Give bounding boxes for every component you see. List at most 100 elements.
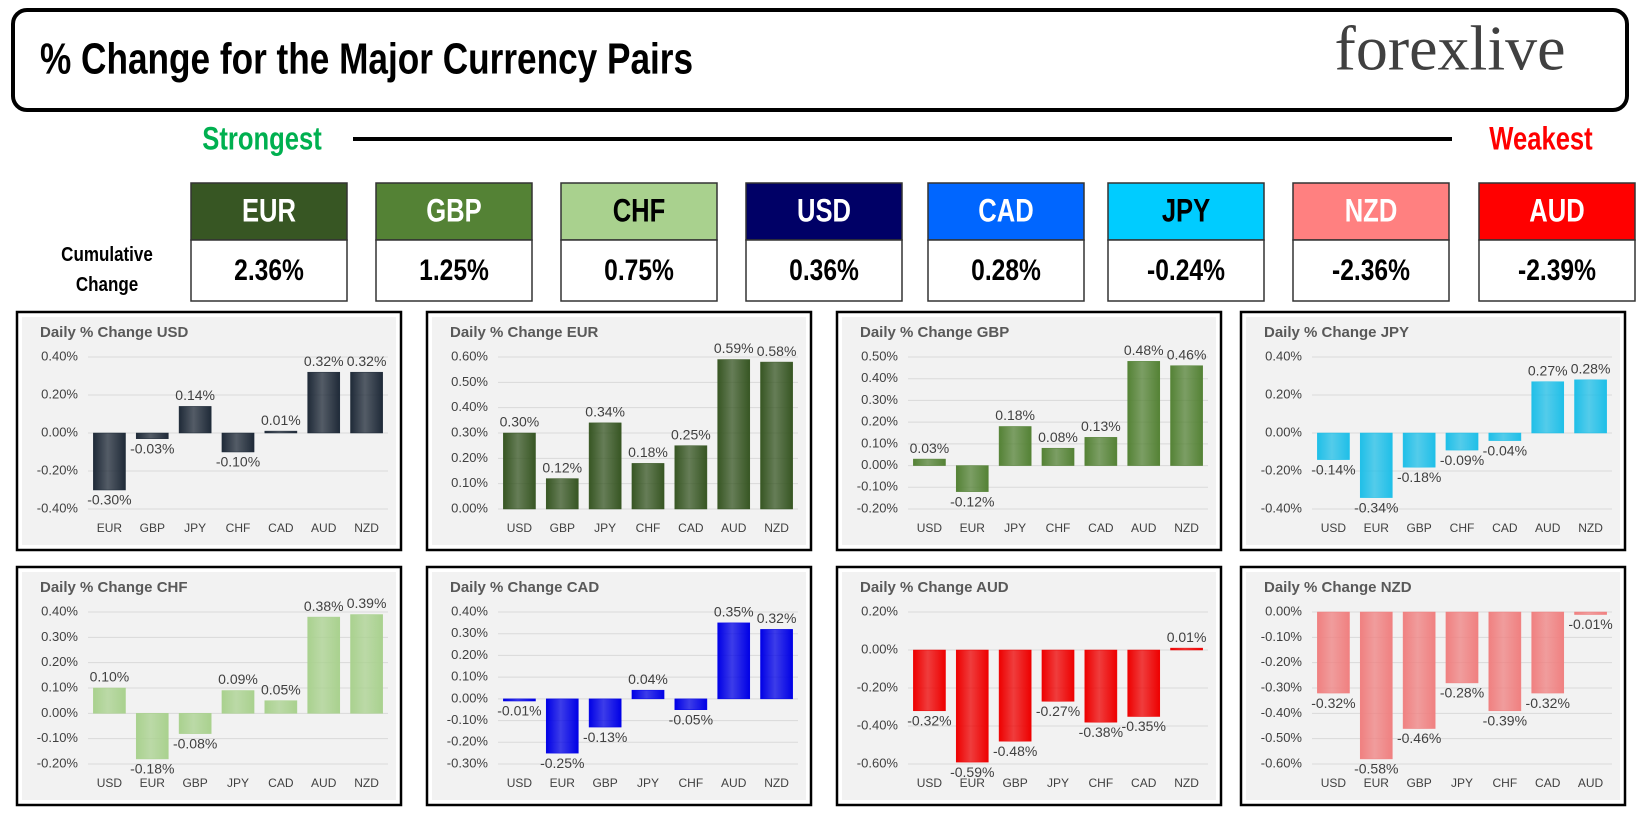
y-tick-label: 0.00% [861,641,898,656]
chart: Daily % Change JPY -0.40% -0.20% 0.00% 0.20%… [1239,310,1627,552]
bar [503,432,536,510]
y-tick-label: 0.20% [861,603,898,618]
x-tick-label: CAD [678,521,704,535]
x-tick-label: USD [507,776,533,790]
bar [674,698,708,710]
bar [1041,447,1075,466]
bar [1317,611,1350,694]
y-tick-label: -0.10% [447,712,489,727]
rank-header [745,182,903,241]
y-tick-label: -0.20% [447,734,489,749]
chart-title: Daily % Change AUD [860,579,1009,596]
y-tick-label: -0.50% [1261,730,1303,745]
data-label: -0.58% [1354,761,1398,777]
x-tick-label: GBP [1406,776,1431,790]
rank-body [1107,239,1265,302]
data-label: 0.27% [1528,362,1568,378]
bar [760,361,793,510]
data-label: 0.12% [542,459,582,475]
bar [631,689,665,700]
x-tick-label: AUD [721,521,747,535]
data-label: -0.27% [1036,703,1080,719]
chart: Daily % Change NZD -0.60% -0.50% -0.40% -0.3… [1239,565,1627,807]
data-label: -0.35% [1122,718,1166,734]
y-tick-label: -0.40% [857,717,899,732]
y-tick-label: -0.10% [857,479,899,494]
bar [674,445,708,510]
rank-box: CAD 0.28% [927,182,1085,302]
y-tick-label: 0.20% [1265,386,1302,401]
x-tick-label: CAD [1535,776,1561,790]
bar [307,371,341,434]
chart-title: Daily % Change CHF [40,579,188,596]
chart: Daily % Change CHF -0.20% -0.10% 0.00% 0.10%… [15,565,403,807]
y-tick-label: -0.40% [1261,705,1303,720]
y-tick-label: 0.50% [861,348,898,363]
y-tick-label: -0.40% [37,500,79,515]
data-label: 0.09% [218,671,258,687]
x-tick-label: EUR [1364,776,1390,790]
bar [913,458,946,466]
bar [350,371,383,434]
bar [221,690,255,714]
rank-header [190,182,348,241]
x-tick-label: USD [1321,776,1347,790]
chart-title: Daily % Change CAD [450,579,599,596]
data-label: 0.28% [1571,361,1611,377]
x-tick-label: AUD [1535,521,1561,535]
x-tick-label: EUR [960,521,986,535]
rank-currency: CAD [978,194,1033,229]
y-tick-label: 0.00% [451,500,488,515]
y-tick-label: 0.40% [451,603,488,618]
data-label: -0.04% [1483,442,1527,458]
bar [1531,611,1565,694]
x-tick-label: CHF [679,776,704,790]
x-tick-label: CHF [636,521,661,535]
rank-change: 1.25% [419,253,489,287]
y-tick-label: -0.10% [37,730,79,745]
bar [1084,649,1118,723]
rank-body [745,239,903,302]
bar [1574,611,1607,615]
y-tick-label: 0.40% [1265,348,1302,363]
rank-change: -0.24% [1147,253,1225,287]
bar [717,622,751,700]
x-tick-label: GBP [1002,776,1027,790]
rank-body [560,239,718,302]
x-tick-label: GBP [1406,521,1431,535]
data-label: -0.38% [1079,724,1123,740]
rank-currency: AUD [1529,194,1584,229]
y-tick-label: 0.00% [1265,424,1302,439]
data-label: -0.03% [130,440,174,456]
x-tick-label: NZD [354,521,379,535]
bar [998,426,1032,466]
x-tick-label: NZD [1174,521,1199,535]
rank-change: 0.28% [971,253,1041,287]
y-tick-label: 0.00% [41,705,78,720]
y-tick-label: 0.20% [41,654,78,669]
rank-body [1292,239,1450,302]
rank-body [190,239,348,302]
header-box [11,8,1629,112]
x-tick-label: AUD [1131,521,1157,535]
rank-change: 0.36% [789,253,859,287]
x-tick-label: EUR [1364,521,1390,535]
rank-header [375,182,533,241]
x-tick-label: EUR [97,521,123,535]
y-tick-label: 0.40% [451,399,488,414]
rank-box: USD 0.36% [745,182,903,302]
weakest-label: Weakest [1489,122,1593,157]
rank-header [927,182,1085,241]
rank-currency: GBP [426,194,481,229]
data-label: 0.46% [1167,346,1207,362]
y-tick-label: 0.40% [41,603,78,618]
chart: Daily % Change USD -0.40% -0.20% 0.00% 0.20%… [15,310,403,552]
logo: forexlive [1335,13,1566,84]
rank-body [1478,239,1636,302]
bar [264,430,298,434]
x-tick-label: USD [507,521,533,535]
x-tick-label: AUD [311,776,337,790]
chart: Daily % Change GBP -0.20% -0.10% 0.00% 0.10%… [835,310,1223,552]
x-tick-label: EUR [550,776,576,790]
